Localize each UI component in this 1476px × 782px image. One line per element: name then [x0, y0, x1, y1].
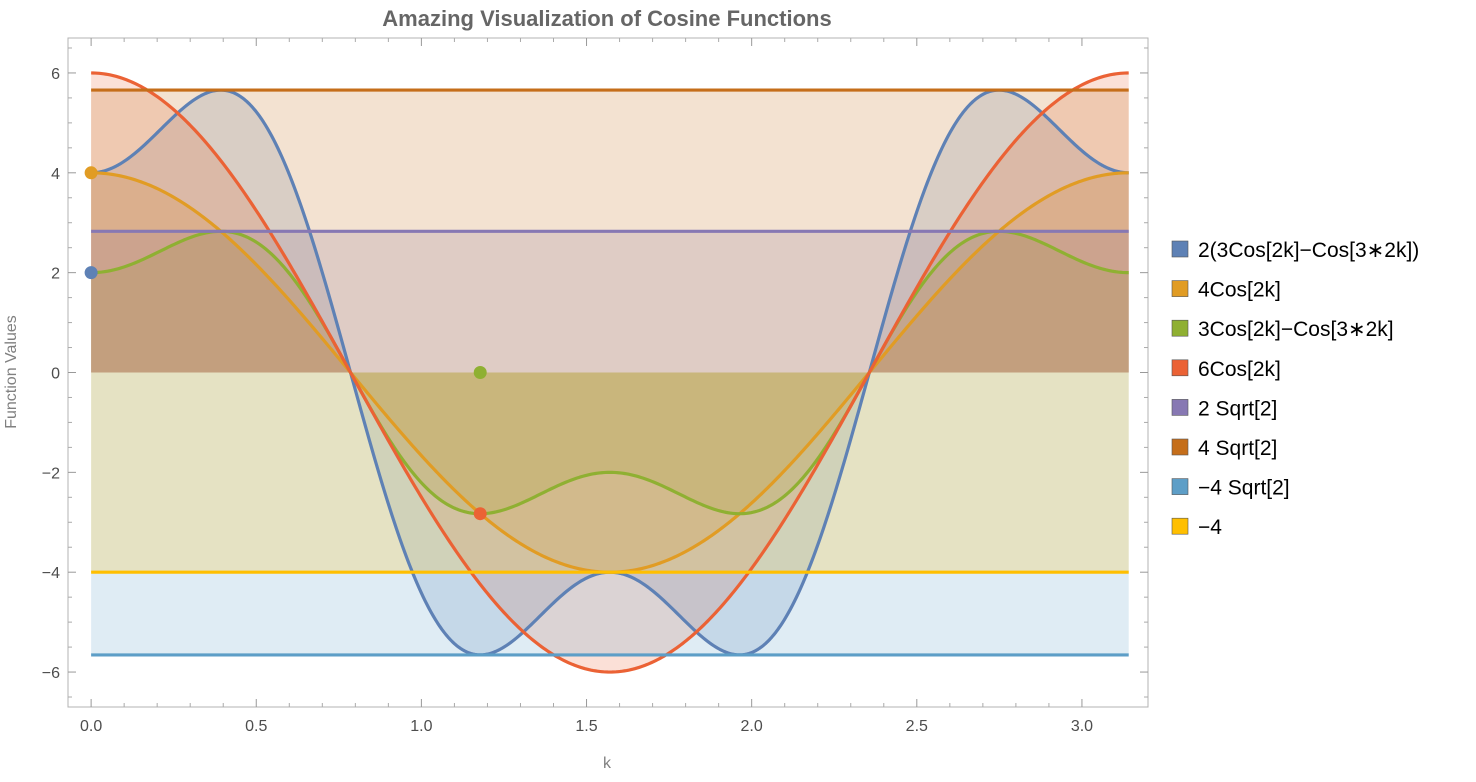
legend-label-0: 2(3Cos[2k]−Cos[3∗2k])	[1198, 239, 1419, 262]
legend-label-1: 4Cos[2k]	[1198, 279, 1281, 302]
series-fill-4	[91, 231, 1129, 373]
series-fill-3	[91, 72, 1129, 673]
x-tick-label: 2.0	[741, 718, 763, 735]
x-tick-label: 0.0	[80, 718, 102, 735]
legend-label-7: −4	[1198, 516, 1222, 539]
y-tick-label: −2	[42, 465, 60, 482]
legend-swatch-0	[1171, 240, 1189, 258]
legend: 2(3Cos[2k]−Cos[3∗2k]) 4Cos[2k] 3Cos[2k]−Co…	[1171, 239, 1419, 539]
point-marker-0	[84, 266, 98, 280]
legend-label-5: 4 Sqrt[2]	[1198, 437, 1277, 460]
x-tick-label: 2.5	[906, 718, 928, 735]
legend-swatch-5	[1171, 438, 1189, 456]
y-tick-label: −6	[42, 665, 60, 682]
point-marker-2	[473, 366, 487, 379]
y-tick-label: 6	[51, 66, 60, 83]
series-fill-0	[91, 90, 1129, 655]
y-axis-title: Function Values	[3, 315, 20, 429]
chart-title: Amazing Visualization of Cosine Function…	[382, 6, 831, 31]
legend-swatch-7	[1171, 517, 1189, 535]
series-fill-2	[91, 231, 1129, 514]
legend-label-4: 2 Sqrt[2]	[1198, 397, 1277, 420]
series-fill-6	[91, 372, 1129, 655]
x-tick-label: 3.0	[1071, 718, 1093, 735]
point-marker-1	[84, 166, 98, 180]
legend-label-6: −4 Sqrt[2]	[1198, 477, 1290, 500]
highlight-points	[84, 166, 487, 521]
series-line-3	[91, 71, 1129, 674]
x-tick-label: 1.0	[410, 718, 432, 735]
legend-swatch-3	[1171, 359, 1189, 377]
legend-swatch-6	[1171, 478, 1189, 495]
axes: 0.0 0.5 1.0 1.5 2.0 2.5 3.0 −6 −4 −2 0 2 4 6	[42, 38, 1148, 735]
y-tick-label: 0	[51, 366, 60, 383]
point-marker-3	[473, 507, 487, 521]
y-tick-label: 2	[51, 266, 60, 283]
series-fill-1	[91, 172, 1129, 573]
legend-swatch-1	[1171, 280, 1189, 297]
legend-swatch-2	[1171, 319, 1189, 337]
x-tick-label: 1.5	[575, 718, 597, 735]
legend-label-3: 6Cos[2k]	[1198, 358, 1281, 381]
series-fills	[91, 72, 1129, 673]
y-tick-label: 4	[51, 166, 60, 183]
series-lines	[91, 71, 1129, 674]
legend-label-2: 3Cos[2k]−Cos[3∗2k]	[1198, 318, 1394, 341]
x-axis-title: k	[603, 755, 612, 772]
x-tick-label: 0.5	[245, 718, 267, 735]
y-tick-label: −4	[42, 565, 60, 582]
legend-swatch-4	[1171, 399, 1189, 416]
series-line-2	[91, 229, 1129, 516]
